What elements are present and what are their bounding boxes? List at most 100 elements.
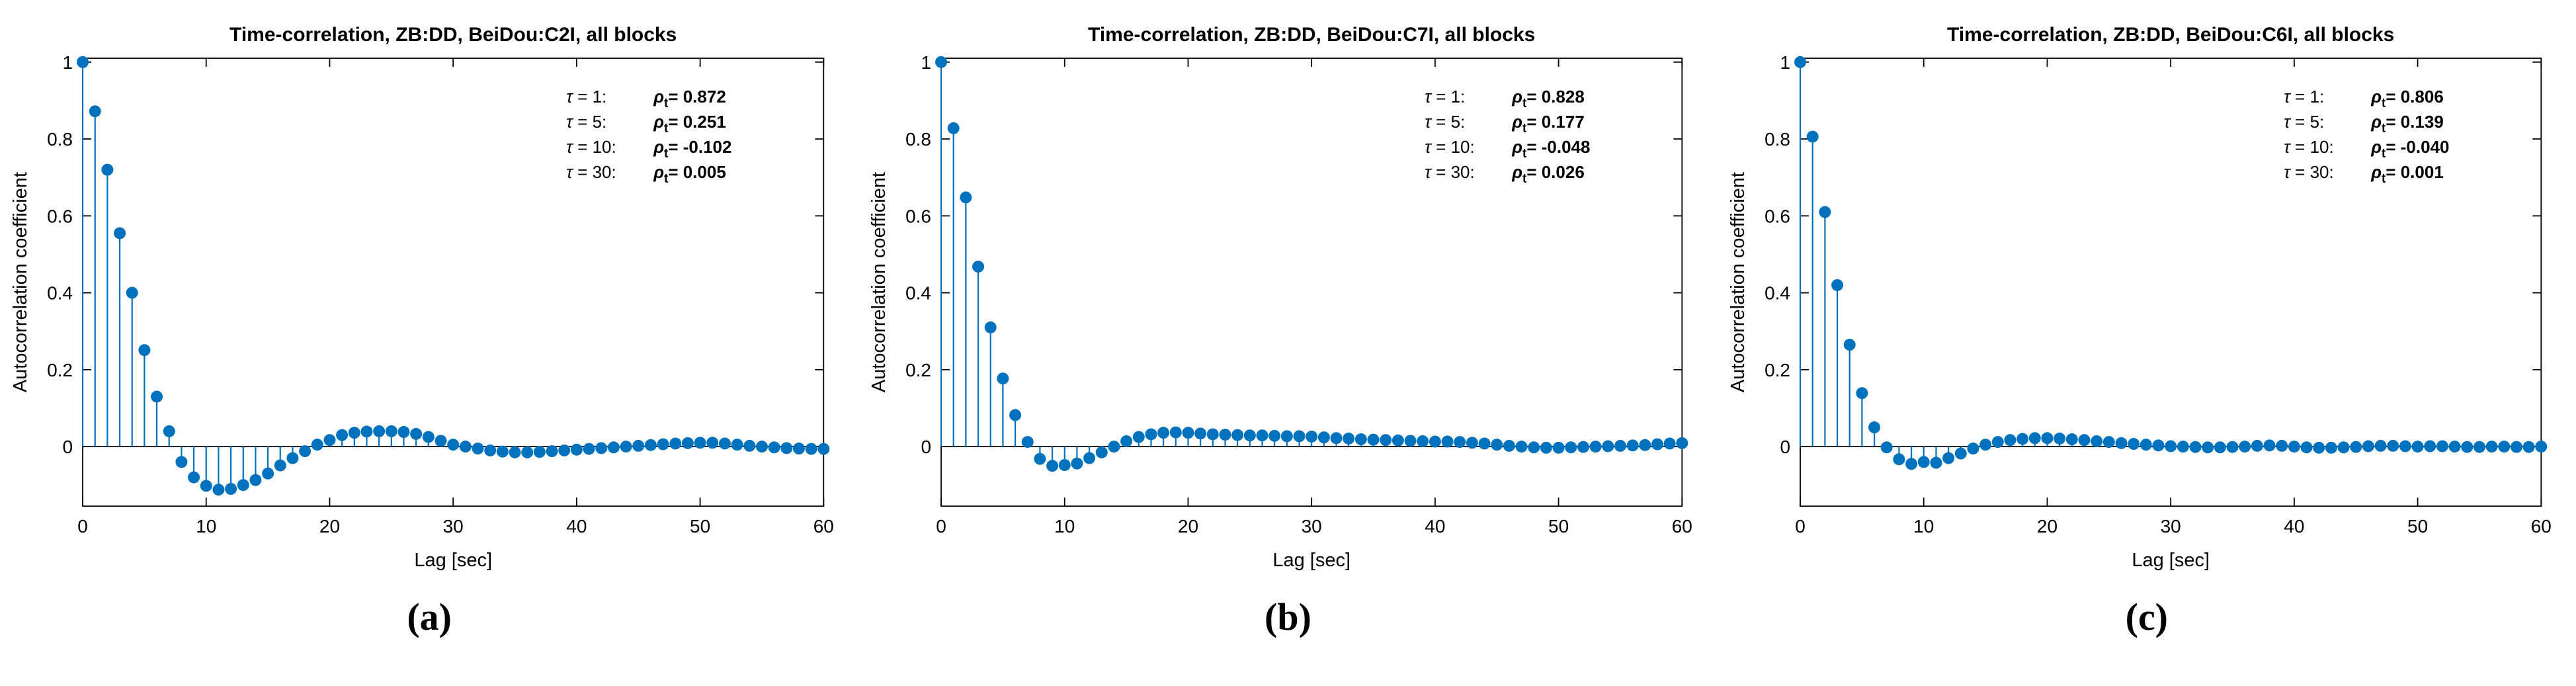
x-tick-labels: 0 10 20 30 40 50 60	[1795, 516, 2552, 536]
data-point	[558, 444, 571, 456]
y-axis-label: Autocorrelation coefficient	[1727, 172, 1749, 392]
data-point	[2004, 434, 2016, 447]
annotation-tau: τ = 1:	[2284, 87, 2324, 107]
data-point	[1880, 441, 1893, 454]
data-point	[1466, 437, 1479, 449]
data-point	[2362, 440, 2374, 452]
data-point	[1194, 427, 1207, 440]
data-point	[410, 427, 423, 440]
annotation-tau: τ = 30:	[2284, 162, 2334, 182]
data-point	[2214, 441, 2226, 454]
data-point	[249, 474, 262, 486]
y-tick-label: 0.6	[905, 206, 931, 226]
data-point	[360, 425, 373, 438]
data-point	[1639, 439, 1651, 451]
data-point	[1367, 433, 1380, 446]
data-point	[472, 442, 484, 455]
data-point	[1893, 453, 1905, 466]
data-point	[533, 446, 546, 458]
data-point	[299, 445, 312, 458]
x-tick-label: 30	[2160, 516, 2181, 536]
x-tick-labels: 0 10 20 30 40 50 60	[77, 516, 834, 536]
data-point	[2288, 441, 2300, 453]
data-point	[447, 439, 460, 451]
data-point	[1515, 441, 1528, 453]
data-point	[792, 442, 805, 455]
data-point	[1120, 435, 1133, 447]
y-tick-label: 0	[62, 437, 73, 457]
data-point	[960, 191, 972, 204]
data-point	[1429, 435, 1442, 448]
data-point	[1614, 439, 1627, 452]
data-point	[1207, 428, 1220, 441]
data-point	[2078, 434, 2091, 447]
data-point	[2053, 432, 2065, 445]
data-point	[583, 443, 595, 455]
data-point	[151, 390, 163, 403]
x-tick-label: 40	[2284, 516, 2304, 536]
x-tick-label: 10	[1913, 516, 1934, 536]
data-point	[1843, 339, 1856, 351]
data-point	[373, 425, 386, 437]
data-point	[1676, 437, 1688, 449]
data-point	[422, 431, 435, 443]
data-point	[694, 437, 706, 449]
data-point	[1503, 439, 1516, 452]
data-point	[1577, 441, 1590, 453]
data-point	[521, 446, 534, 458]
data-point	[336, 429, 349, 441]
data-point	[2300, 441, 2313, 454]
data-point	[286, 452, 299, 464]
data-point	[262, 467, 274, 480]
data-point	[2399, 440, 2411, 452]
data-point	[2473, 441, 2485, 453]
data-point	[2189, 441, 2202, 453]
data-point	[669, 437, 682, 450]
y-tick-label: 1	[921, 52, 932, 73]
chart-title: Time-correlation, ZB:DD, BeiDou:C6I, all…	[1947, 24, 2394, 46]
annotation-rho-value: ρt= 0.872	[653, 87, 726, 110]
data-point	[323, 434, 336, 447]
data-point	[607, 441, 620, 454]
data-point	[997, 372, 1009, 385]
annotation-tau: τ = 30:	[1425, 162, 1475, 182]
axis-ticks	[82, 58, 825, 507]
data-point	[2522, 441, 2535, 453]
annotation-tau: τ = 1:	[1425, 87, 1466, 107]
y-axis-label: Autocorrelation coefficient	[10, 172, 31, 392]
data-point	[731, 439, 743, 451]
data-point	[1806, 130, 1819, 143]
data-point	[1083, 452, 1096, 464]
data-point	[595, 442, 608, 454]
annotation-tau: τ = 10:	[1425, 137, 1475, 157]
y-tick-label: 0.6	[47, 206, 73, 226]
annotation-tau: τ = 10:	[566, 137, 616, 157]
data-point	[1565, 441, 1577, 454]
data-point	[2177, 441, 2189, 453]
x-tick-label: 0	[936, 516, 947, 536]
data-point	[2090, 435, 2102, 447]
data-point	[985, 321, 997, 333]
annotation-tau: τ = 5:	[566, 112, 606, 132]
data-point	[348, 427, 360, 439]
data-point	[1831, 279, 1843, 291]
x-tick-label: 0	[1795, 516, 1806, 536]
data-point	[1096, 446, 1108, 458]
data-point	[1392, 434, 1405, 447]
data-point	[2115, 437, 2128, 449]
data-point	[1268, 429, 1281, 442]
annotation-rho-value: ρt= 0.139	[2370, 112, 2444, 136]
data-point	[2374, 439, 2387, 452]
y-tick-label: 0.2	[47, 360, 73, 380]
x-tick-label: 60	[2530, 516, 2551, 536]
data-point	[2140, 439, 2152, 451]
data-point	[2411, 441, 2424, 453]
data-point	[1318, 431, 1331, 444]
data-point	[175, 456, 188, 468]
annotation-rho-value: ρt= 0.001	[2370, 162, 2444, 186]
x-tick-label: 20	[1178, 516, 1198, 536]
x-tick-label: 10	[1054, 516, 1075, 536]
data-point	[1441, 435, 1454, 448]
data-point	[2349, 441, 2362, 453]
y-tick-label: 0.8	[47, 129, 73, 150]
